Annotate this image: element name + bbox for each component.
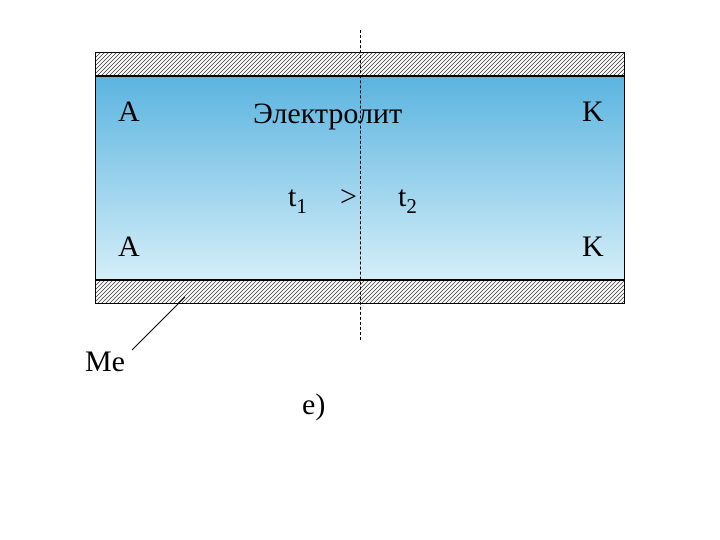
- label-t2: t2: [398, 180, 417, 219]
- label-electrolyte-title: Электролит: [253, 97, 402, 131]
- label-cathode-top: K: [582, 95, 604, 129]
- t1-sub: 1: [296, 194, 307, 218]
- label-gt: >: [340, 180, 357, 214]
- label-anode-top: A: [118, 95, 140, 129]
- caption: e): [302, 388, 325, 422]
- label-anode-bottom: A: [118, 230, 140, 264]
- center-divider: [360, 30, 361, 340]
- t2-sub: 2: [406, 194, 417, 218]
- label-cathode-bottom: K: [582, 230, 604, 264]
- label-me: Me: [85, 345, 125, 379]
- label-t1: t1: [288, 180, 307, 219]
